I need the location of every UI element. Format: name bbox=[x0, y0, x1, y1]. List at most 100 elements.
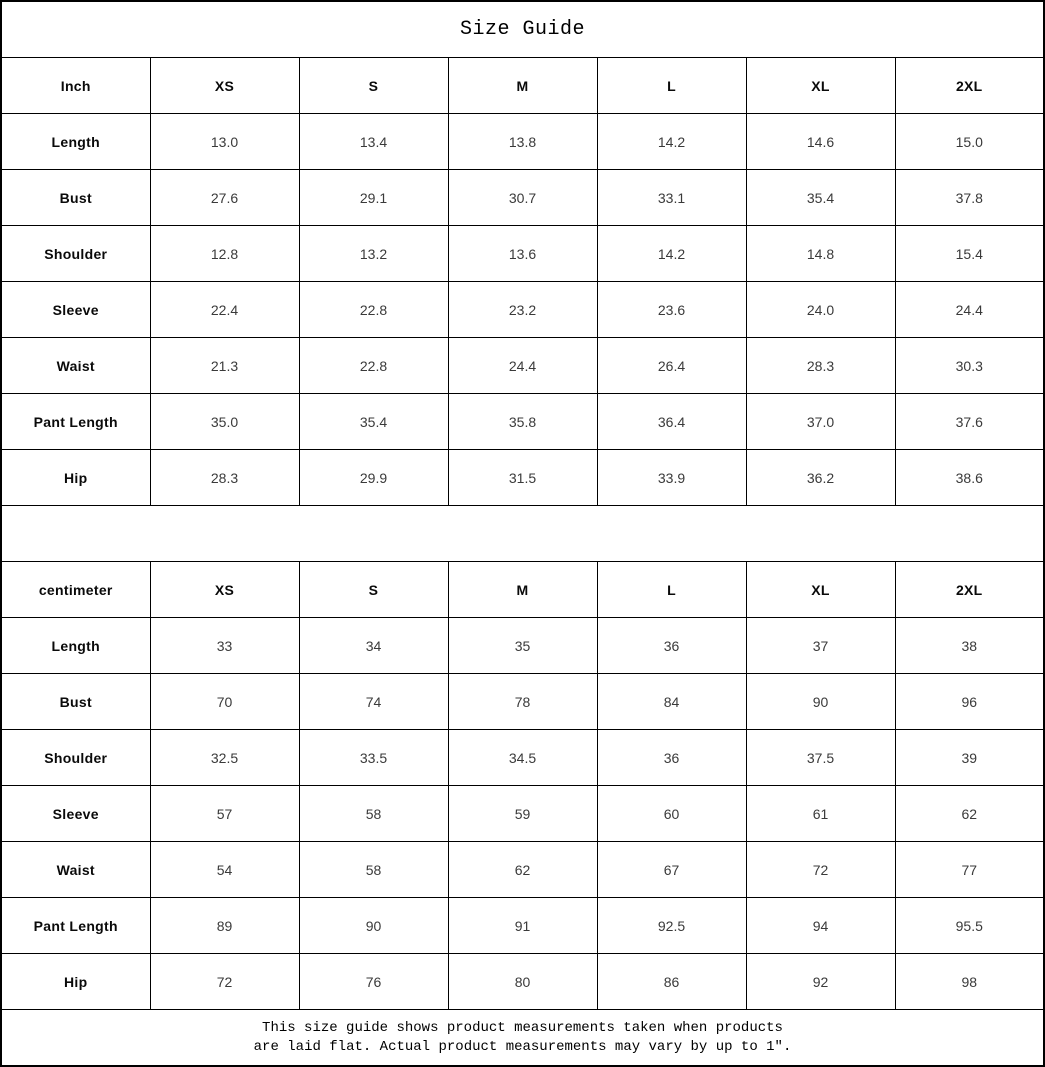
unit-header-cell: centimeter bbox=[0, 561, 151, 618]
size-header-cell: 2XL bbox=[894, 57, 1045, 114]
measurement-value-cell: 35.4 bbox=[298, 393, 449, 450]
measurement-value-cell: 35 bbox=[447, 617, 598, 674]
measurement-value-cell: 89 bbox=[149, 897, 300, 954]
measurement-row: Hip 72 76 80 86 92 98 bbox=[0, 953, 1045, 1010]
measurement-value-cell: 33.1 bbox=[596, 169, 747, 226]
measurement-value-cell: 24.4 bbox=[894, 281, 1045, 338]
row-label-cell: Sleeve bbox=[0, 281, 151, 338]
title-section: Size Guide bbox=[0, 0, 1045, 58]
measurement-value-cell: 84 bbox=[596, 673, 747, 730]
measurement-value-cell: 70 bbox=[149, 673, 300, 730]
spacer-cell bbox=[0, 505, 1045, 562]
row-label-cell: Shoulder bbox=[0, 729, 151, 786]
spacer-row bbox=[0, 505, 1045, 562]
size-header-cell: M bbox=[447, 57, 598, 114]
footer-section: This size guide shows product measuremen… bbox=[0, 1009, 1045, 1067]
footer-line-2: are laid flat. Actual product measuremen… bbox=[253, 1038, 792, 1055]
measurement-value-cell: 13.4 bbox=[298, 113, 449, 170]
footer-line-1: This size guide shows product measuremen… bbox=[262, 1019, 783, 1036]
measurement-value-cell: 29.1 bbox=[298, 169, 449, 226]
measurement-value-cell: 29.9 bbox=[298, 449, 449, 506]
row-label-cell: Pant Length bbox=[0, 897, 151, 954]
row-label-cell: Waist bbox=[0, 841, 151, 898]
measurement-row: Hip 28.3 29.9 31.5 33.9 36.2 38.6 bbox=[0, 449, 1045, 506]
measurement-value-cell: 36 bbox=[596, 729, 747, 786]
measurement-value-cell: 91 bbox=[447, 897, 598, 954]
measurement-value-cell: 74 bbox=[298, 673, 449, 730]
measurement-value-cell: 13.8 bbox=[447, 113, 598, 170]
row-label-cell: Waist bbox=[0, 337, 151, 394]
measurement-value-cell: 58 bbox=[298, 785, 449, 842]
size-header-cell: XS bbox=[149, 561, 300, 618]
measurement-value-cell: 22.4 bbox=[149, 281, 300, 338]
measurement-value-cell: 96 bbox=[894, 673, 1045, 730]
measurement-row: Pant Length 89 90 91 92.5 94 95.5 bbox=[0, 897, 1045, 954]
measurement-value-cell: 33.5 bbox=[298, 729, 449, 786]
measurement-row: Sleeve 22.4 22.8 23.2 23.6 24.0 24.4 bbox=[0, 281, 1045, 338]
measurement-value-cell: 33.9 bbox=[596, 449, 747, 506]
measurement-value-cell: 37.6 bbox=[894, 393, 1045, 450]
measurement-value-cell: 54 bbox=[149, 841, 300, 898]
size-header-cell: S bbox=[298, 561, 449, 618]
row-label-cell: Bust bbox=[0, 169, 151, 226]
measurement-value-cell: 57 bbox=[149, 785, 300, 842]
measurement-value-cell: 98 bbox=[894, 953, 1045, 1010]
measurement-value-cell: 72 bbox=[745, 841, 896, 898]
size-header-cell: L bbox=[596, 57, 747, 114]
footer-note: This size guide shows product measuremen… bbox=[0, 1009, 1045, 1067]
measurement-value-cell: 28.3 bbox=[745, 337, 896, 394]
measurement-value-cell: 62 bbox=[894, 785, 1045, 842]
measurement-value-cell: 34.5 bbox=[447, 729, 598, 786]
measurement-value-cell: 13.0 bbox=[149, 113, 300, 170]
measurement-value-cell: 21.3 bbox=[149, 337, 300, 394]
measurement-value-cell: 13.6 bbox=[447, 225, 598, 282]
measurement-row: Waist 21.3 22.8 24.4 26.4 28.3 30.3 bbox=[0, 337, 1045, 394]
measurement-value-cell: 38 bbox=[894, 617, 1045, 674]
measurement-value-cell: 39 bbox=[894, 729, 1045, 786]
measurement-value-cell: 23.2 bbox=[447, 281, 598, 338]
measurement-value-cell: 15.4 bbox=[894, 225, 1045, 282]
measurement-value-cell: 31.5 bbox=[447, 449, 598, 506]
inch-table-body: Inch XS S M L XL 2XL Length 13.0 13.4 13.8 14.2 14.6… bbox=[0, 57, 1045, 506]
measurement-value-cell: 90 bbox=[745, 673, 896, 730]
row-label-cell: Length bbox=[0, 113, 151, 170]
measurement-value-cell: 30.7 bbox=[447, 169, 598, 226]
title-row: Size Guide bbox=[0, 0, 1045, 58]
size-header-cell: S bbox=[298, 57, 449, 114]
measurement-value-cell: 35.4 bbox=[745, 169, 896, 226]
measurement-value-cell: 33 bbox=[149, 617, 300, 674]
page-title: Size Guide bbox=[0, 0, 1045, 58]
row-label-cell: Shoulder bbox=[0, 225, 151, 282]
measurement-value-cell: 22.8 bbox=[298, 281, 449, 338]
measurement-value-cell: 86 bbox=[596, 953, 747, 1010]
row-label-cell: Pant Length bbox=[0, 393, 151, 450]
measurement-row: Bust 27.6 29.1 30.7 33.1 35.4 37.8 bbox=[0, 169, 1045, 226]
size-header-cell: XL bbox=[745, 561, 896, 618]
measurement-row: Length 33 34 35 36 37 38 bbox=[0, 617, 1045, 674]
measurement-value-cell: 23.6 bbox=[596, 281, 747, 338]
row-label-cell: Bust bbox=[0, 673, 151, 730]
measurement-value-cell: 36.4 bbox=[596, 393, 747, 450]
measurement-value-cell: 37.0 bbox=[745, 393, 896, 450]
unit-header-cell: Inch bbox=[0, 57, 151, 114]
measurement-value-cell: 30.3 bbox=[894, 337, 1045, 394]
row-label-cell: Hip bbox=[0, 449, 151, 506]
measurement-row: Sleeve 57 58 59 60 61 62 bbox=[0, 785, 1045, 842]
measurement-value-cell: 58 bbox=[298, 841, 449, 898]
measurement-value-cell: 14.8 bbox=[745, 225, 896, 282]
size-header-cell: XS bbox=[149, 57, 300, 114]
row-label-cell: Hip bbox=[0, 953, 151, 1010]
size-header-cell: M bbox=[447, 561, 598, 618]
row-label-cell: Sleeve bbox=[0, 785, 151, 842]
size-header-cell: 2XL bbox=[894, 561, 1045, 618]
measurement-value-cell: 14.6 bbox=[745, 113, 896, 170]
measurement-value-cell: 36.2 bbox=[745, 449, 896, 506]
measurement-row: Shoulder 12.8 13.2 13.6 14.2 14.8 15.4 bbox=[0, 225, 1045, 282]
measurement-value-cell: 24.4 bbox=[447, 337, 598, 394]
measurement-value-cell: 15.0 bbox=[894, 113, 1045, 170]
size-header-cell: XL bbox=[745, 57, 896, 114]
measurement-value-cell: 37 bbox=[745, 617, 896, 674]
measurement-row: Length 13.0 13.4 13.8 14.2 14.6 15.0 bbox=[0, 113, 1045, 170]
size-header-cell: L bbox=[596, 561, 747, 618]
